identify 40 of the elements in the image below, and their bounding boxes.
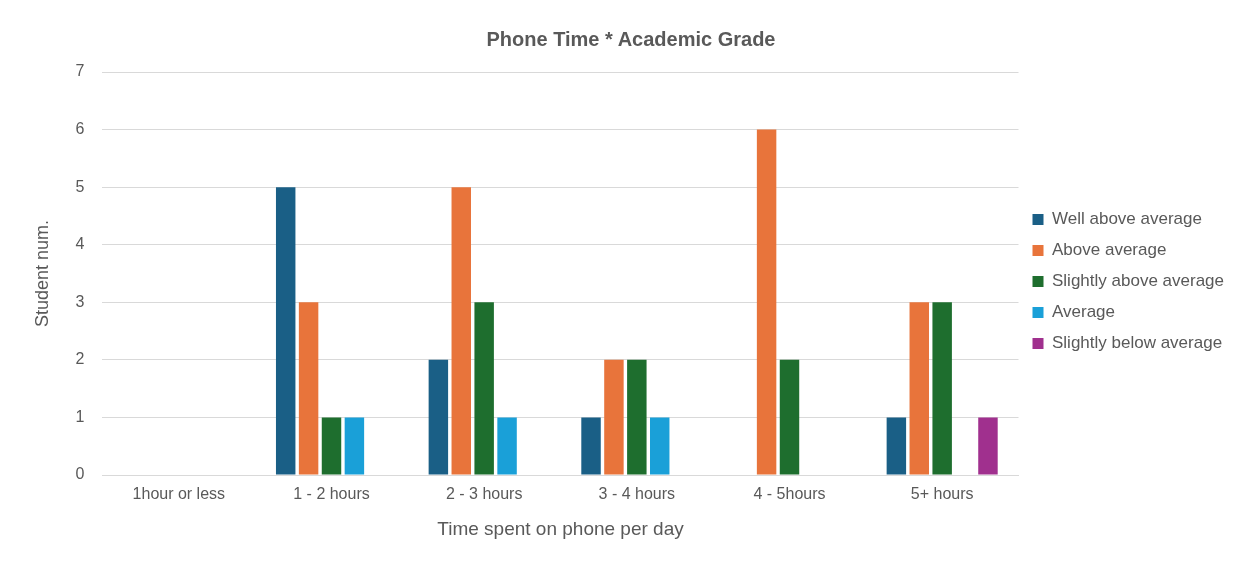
x-tick-label: 1hour or less bbox=[132, 485, 226, 503]
bar bbox=[275, 187, 296, 475]
y-tick-label: 7 bbox=[75, 62, 85, 80]
bar bbox=[428, 359, 449, 475]
x-tick-label: 3 - 4 hours bbox=[598, 485, 676, 503]
bar bbox=[978, 417, 998, 475]
bar bbox=[886, 417, 907, 475]
y-tick-label: 1 bbox=[75, 407, 85, 425]
y-tick-label: 2 bbox=[75, 350, 85, 368]
x-tick-label: 4 - 5hours bbox=[753, 485, 826, 503]
bar bbox=[756, 129, 777, 475]
bar bbox=[650, 417, 670, 475]
y-tick-label: 5 bbox=[75, 177, 85, 195]
y-tick-label: 6 bbox=[75, 119, 85, 137]
bar bbox=[497, 417, 517, 475]
bar bbox=[298, 302, 319, 475]
bar bbox=[321, 417, 342, 475]
legend-label: Slightly above average bbox=[1052, 271, 1225, 291]
x-tick-label: 2 - 3 hours bbox=[445, 485, 523, 503]
chart-title: Phone Time * Academic Grade bbox=[486, 27, 776, 50]
x-tick-label: 5+ hours bbox=[910, 485, 974, 503]
bar bbox=[932, 302, 952, 475]
x-axis-title: Time spent on phone per day bbox=[437, 517, 685, 539]
bar bbox=[604, 359, 624, 475]
bar bbox=[779, 359, 800, 475]
bar bbox=[627, 359, 647, 475]
bar bbox=[909, 302, 929, 475]
legend-label: Slightly below average bbox=[1052, 333, 1223, 353]
bar bbox=[451, 187, 471, 475]
legend-label: Average bbox=[1052, 302, 1116, 322]
bar bbox=[344, 417, 365, 475]
x-tick-label: 1 - 2 hours bbox=[293, 485, 370, 503]
y-tick-label: 0 bbox=[75, 465, 85, 483]
legend-label: Above average bbox=[1052, 240, 1167, 260]
bar bbox=[474, 302, 494, 475]
y-axis-title: Student num. bbox=[31, 219, 52, 328]
y-tick-label: 3 bbox=[75, 292, 85, 310]
y-tick-label: 4 bbox=[75, 235, 85, 253]
legend-label: Well above average bbox=[1052, 209, 1202, 229]
bar bbox=[581, 417, 601, 475]
